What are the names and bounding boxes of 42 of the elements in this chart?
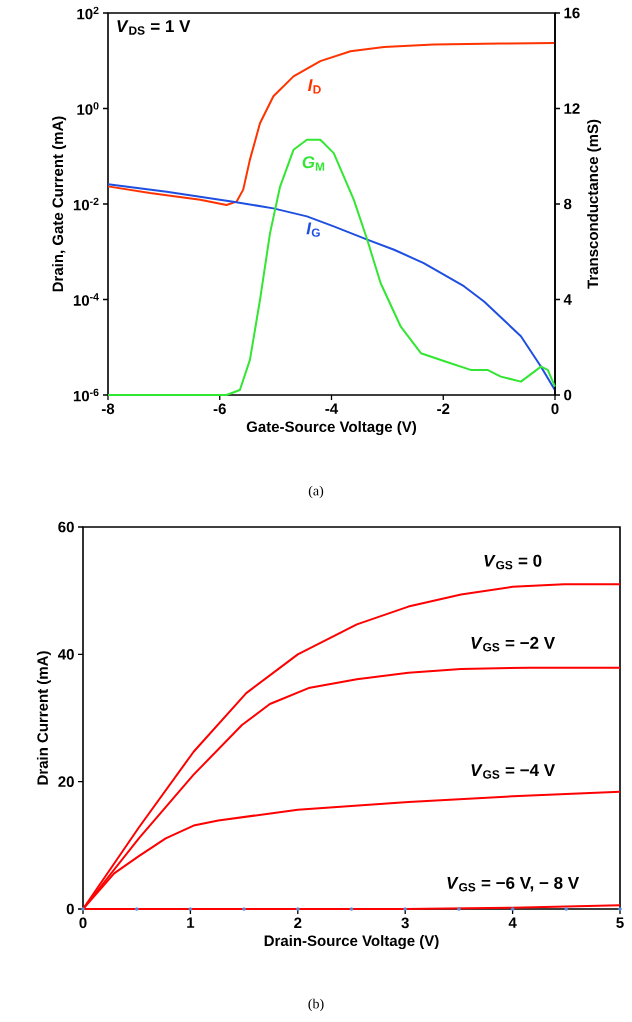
y-tick-label: 40 bbox=[58, 649, 74, 660]
y-tick-label: 10$^{-4}$ bbox=[73, 293, 99, 306]
text: (a) bbox=[308, 485, 324, 499]
y2-tick-label: 8 bbox=[564, 198, 572, 210]
y2-tick-label: 4 bbox=[563, 294, 572, 305]
series-label: V$_{GS}$ = −2 V bbox=[471, 636, 555, 652]
y-tick-label: 20 bbox=[58, 776, 74, 787]
y-tick-label: 10$^{0}$ bbox=[77, 102, 99, 115]
line-series bbox=[107, 42, 556, 207]
y-tick-label: 10$^{-6}$ bbox=[73, 388, 99, 402]
x-tick-label: -8 bbox=[101, 403, 115, 415]
series-label: G$_{M}$ bbox=[302, 156, 325, 171]
x-tick-label: 4 bbox=[508, 917, 517, 928]
y-axis-title: Drain, Gate Current (mA) bbox=[52, 116, 67, 292]
series-label: V$_{GS}$ = −6 V, − 8 V bbox=[447, 876, 580, 892]
x-tick-label: -4 bbox=[325, 403, 339, 414]
annotation: V$_{DS}$ = 1 V bbox=[117, 20, 191, 35]
x-tick-label: 2 bbox=[294, 917, 302, 928]
y2-tick-label: 0 bbox=[564, 389, 572, 401]
x-tick-label: 1 bbox=[187, 917, 195, 928]
series-label: V$_{GS}$ = −4 V bbox=[471, 764, 555, 779]
y2-tick-label: 12 bbox=[564, 103, 580, 114]
x-tick-label: -6 bbox=[213, 403, 226, 415]
y-tick-label: 60 bbox=[58, 521, 74, 533]
x-tick-label: 3 bbox=[401, 917, 409, 929]
x-axis-title: Gate-Source Voltage (V) bbox=[246, 421, 417, 436]
line-series bbox=[107, 138, 556, 396]
y-tick-label: 0 bbox=[66, 903, 74, 915]
series-label: I$_{D}$ bbox=[307, 79, 321, 94]
y-tick-label: 10$^{2}$ bbox=[77, 6, 99, 20]
line-series bbox=[107, 183, 556, 392]
x-tick-label: 5 bbox=[616, 917, 624, 928]
series-label: V$_{GS}$ = 0 bbox=[484, 554, 542, 570]
x-tick-label: 0 bbox=[551, 403, 559, 415]
x-tick-label: -2 bbox=[437, 403, 450, 414]
x-axis-title: Drain-Source Voltage (V) bbox=[264, 935, 439, 950]
y2-tick-label: 16 bbox=[564, 7, 580, 19]
text: (b) bbox=[308, 998, 324, 1012]
y2-axis-title: Transconductance (mS) bbox=[587, 119, 602, 289]
series-label: I$_{G}$ bbox=[306, 222, 320, 237]
y-axis-title: Drain Current (mA) bbox=[36, 651, 51, 785]
y-tick-label: 10$^{-2}$ bbox=[73, 197, 99, 211]
